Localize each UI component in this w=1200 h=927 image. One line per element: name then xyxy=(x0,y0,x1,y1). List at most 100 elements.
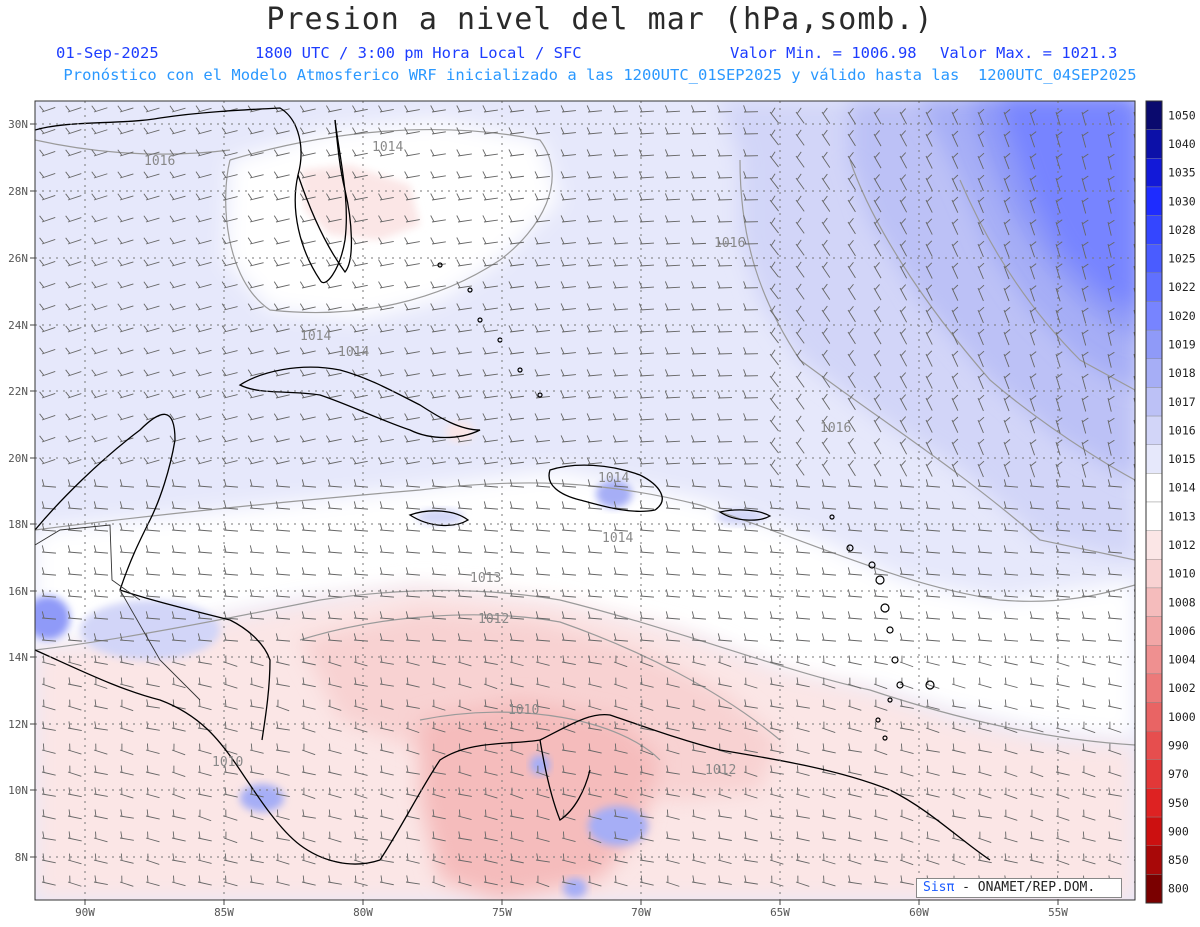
wind-barb xyxy=(717,325,733,333)
wind-barb xyxy=(223,809,238,821)
wind-barb xyxy=(195,237,212,245)
wind-barb xyxy=(613,523,628,532)
wind-barb xyxy=(91,105,108,113)
wind-barb xyxy=(352,347,368,355)
wind-barb xyxy=(951,372,959,389)
wind-barb xyxy=(482,127,498,135)
wind-barb xyxy=(275,743,290,753)
wind-barb xyxy=(195,193,212,201)
wind-barb xyxy=(769,393,779,410)
wind-barb xyxy=(1107,395,1115,412)
wind-barb xyxy=(430,193,446,201)
wind-barb xyxy=(119,875,134,887)
wind-barb xyxy=(273,325,290,333)
wind-barb xyxy=(1003,743,1018,755)
wind-barb xyxy=(169,127,186,135)
wind-barb xyxy=(93,655,108,665)
wind-barb xyxy=(482,413,498,421)
wind-barb xyxy=(691,391,707,399)
wind-barb xyxy=(613,479,628,488)
wind-barb xyxy=(899,875,914,886)
wind-barb xyxy=(221,369,238,377)
wind-barb xyxy=(145,831,160,843)
wind-barb xyxy=(404,259,420,267)
wind-barb xyxy=(638,171,654,179)
wind-barb xyxy=(353,721,368,733)
wind-barb xyxy=(1003,699,1018,710)
wind-barb xyxy=(93,545,108,554)
wind-barb xyxy=(977,545,992,554)
wind-barb xyxy=(717,193,733,201)
wind-barb xyxy=(639,699,654,711)
wind-barb xyxy=(769,217,779,234)
wind-barb xyxy=(821,655,836,667)
wind-barb xyxy=(353,809,368,819)
wind-barb xyxy=(795,459,805,476)
wind-barb xyxy=(1029,523,1044,532)
wind-barb xyxy=(197,479,212,488)
wind-barb xyxy=(1081,479,1096,488)
wind-barb xyxy=(326,391,342,399)
wind-barb xyxy=(91,391,108,399)
wind-barb xyxy=(717,875,732,885)
wind-barb xyxy=(457,479,472,488)
wind-barb xyxy=(977,831,992,843)
wind-barb xyxy=(1133,815,1135,817)
wind-barb xyxy=(273,457,290,465)
wind-barb xyxy=(743,787,758,799)
wind-barb xyxy=(352,193,368,201)
wind-barb xyxy=(1081,417,1089,434)
wind-barb xyxy=(639,655,654,668)
wind-barb xyxy=(1081,523,1096,532)
wind-barb xyxy=(847,633,862,642)
colorbar-swatch xyxy=(1145,587,1163,617)
wind-barb xyxy=(691,699,706,711)
wind-barb xyxy=(977,218,985,236)
map-frame xyxy=(34,100,1136,901)
wind-barb xyxy=(326,369,342,377)
wind-barb xyxy=(352,435,368,443)
wind-barb xyxy=(639,545,654,554)
wind-barb xyxy=(925,460,933,477)
wind-barb xyxy=(404,457,420,465)
wind-barb xyxy=(1107,611,1122,620)
wind-barb xyxy=(821,589,836,598)
wind-barb xyxy=(91,171,108,179)
wind-barb xyxy=(873,460,882,477)
wind-barb xyxy=(67,743,82,755)
wind-barb xyxy=(247,457,264,465)
wind-barb xyxy=(247,303,264,311)
wind-barb xyxy=(743,677,758,689)
wind-barb xyxy=(145,501,160,510)
wind-barb xyxy=(1003,611,1018,620)
wind-barb xyxy=(171,567,186,576)
wind-barb xyxy=(301,831,316,843)
wind-barb xyxy=(431,611,446,620)
wind-barb xyxy=(249,501,264,510)
wind-barb xyxy=(612,281,628,289)
wind-barb xyxy=(795,501,810,510)
wind-barb xyxy=(65,127,82,135)
wind-barb xyxy=(535,501,550,510)
wind-barb xyxy=(977,853,992,864)
wind-barb xyxy=(587,699,602,711)
wind-barb xyxy=(717,457,733,465)
wind-barb xyxy=(560,237,576,245)
wind-barb xyxy=(821,633,836,642)
wind-barb xyxy=(299,369,316,377)
wind-barb xyxy=(378,215,394,223)
wind-barb xyxy=(560,303,576,311)
wind-barb xyxy=(639,743,654,756)
wind-barb xyxy=(925,108,933,125)
wind-barb xyxy=(275,479,290,488)
wind-barb xyxy=(508,149,524,157)
wind-barb xyxy=(223,545,238,554)
wind-barb xyxy=(145,611,160,620)
wind-barb xyxy=(769,501,784,510)
wind-barb xyxy=(169,303,186,311)
wind-barb xyxy=(1107,677,1122,688)
wind-barb xyxy=(379,655,394,665)
wind-barb xyxy=(586,149,602,157)
wind-barb xyxy=(1133,111,1135,120)
wind-barb xyxy=(483,523,498,532)
